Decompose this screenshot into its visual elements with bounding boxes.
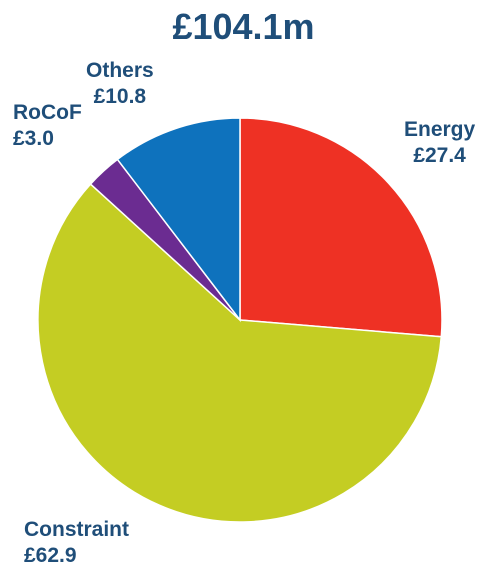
chart-title: £104.1m (172, 6, 315, 47)
label-constraint-value: £62.9 (24, 544, 77, 567)
pie-slice-others (116, 117, 241, 323)
label-others-value: £10.8 (93, 85, 147, 108)
label-rocof: RoCoF £3.0 (13, 100, 82, 152)
label-rocof-name: RoCoF (13, 101, 82, 124)
pie-slice-energy (239, 117, 443, 338)
label-constraint-name: Constraint (24, 518, 129, 541)
label-energy: Energy £27.4 (404, 117, 475, 169)
label-energy-value: £27.4 (413, 144, 466, 167)
label-others: Others £10.8 (86, 58, 154, 110)
label-rocof-value: £3.0 (13, 127, 54, 150)
label-others-name: Others (86, 59, 154, 82)
label-energy-name: Energy (404, 118, 476, 141)
label-constraint: Constraint £62.9 (24, 517, 129, 569)
pie-slice-constraint (37, 183, 443, 523)
